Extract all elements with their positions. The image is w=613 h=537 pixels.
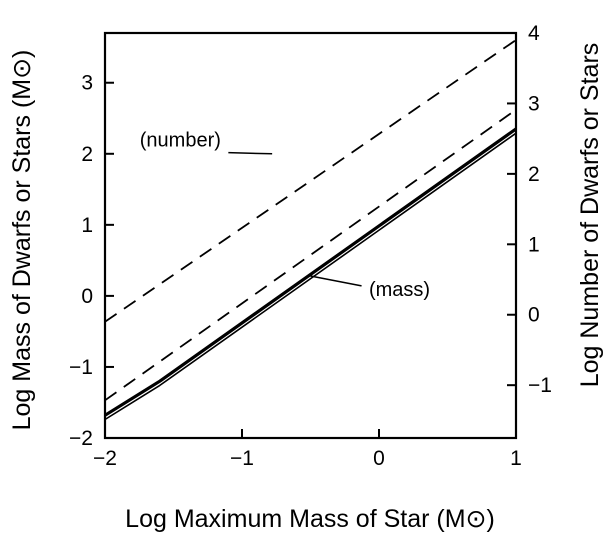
y-right-tick-label: 1 [528,233,540,256]
annotations: (number) (mass) [140,130,430,301]
y-right-tick-label: 2 [528,163,540,186]
x-tick-label: 0 [373,447,385,470]
series-layer [104,39,517,421]
x-tick-label: 1 [510,447,522,470]
annotation-leader-line [228,151,273,155]
y-axis-right-title: Log Number of Dwarfs or Stars [576,43,604,388]
x-tick-label: −1 [230,447,254,470]
y-left-tick-label: 1 [81,214,93,237]
y-right-tick-label: 0 [528,304,540,327]
y-right-tick-label: 3 [528,92,540,115]
plot-frame-group [103,31,518,440]
y-left-tick-label: −1 [69,356,93,379]
y-left-tick-label: −2 [69,427,93,450]
tick-labels: −2 −1 0 1 −2 −1 0 1 2 3 −1 0 1 2 3 4 [69,22,552,470]
series-line-4-dashed [104,39,517,323]
series-line-1-solid-thick [104,127,517,417]
annotation-leader-line [310,275,362,287]
annotation-label: (number) [140,130,221,152]
ticks [104,32,517,439]
y-right-tick-label: −1 [528,374,552,397]
x-axis-title: Log Maximum Mass of Star (M⊙) [125,505,495,533]
y-left-tick-label: 3 [81,72,93,95]
series-line-3-dashed [104,108,517,402]
annotation-label: (mass) [369,279,430,301]
y-right-tick-label: 4 [528,22,540,45]
y-left-tick-label: 0 [81,285,93,308]
y-axis-left-title: Log Mass of Dwarfs or Stars (M⊙) [8,50,36,431]
y-left-tick-label: 2 [81,143,93,166]
series-line-2-solid [104,132,517,421]
plot-frame [103,31,518,440]
x-tick-label: −2 [93,447,117,470]
